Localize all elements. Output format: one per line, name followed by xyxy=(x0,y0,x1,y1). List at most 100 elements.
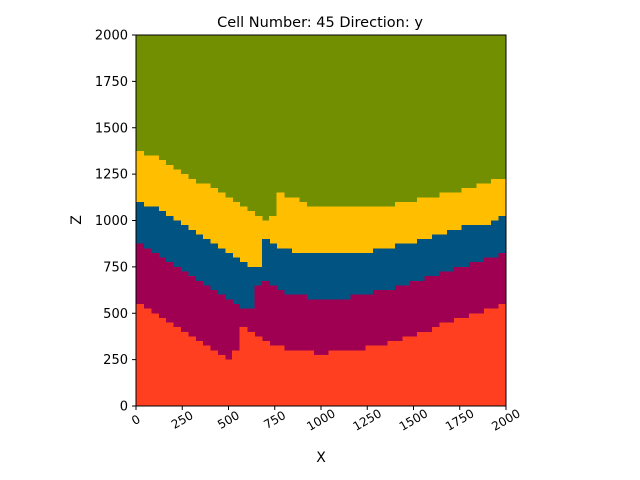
cell-unit-4 xyxy=(306,299,315,351)
cell-unit-basement xyxy=(439,322,448,407)
cell-unit-4 xyxy=(446,271,455,324)
cell-unit-top xyxy=(180,35,189,175)
cell-unit-2 xyxy=(446,192,455,231)
cell-unit-top xyxy=(165,35,174,166)
cell-unit-top xyxy=(210,35,218,189)
cell-unit-top xyxy=(432,35,440,198)
cell-unit-top xyxy=(143,35,152,157)
cell-unit-3 xyxy=(380,248,389,291)
cell-unit-basement xyxy=(173,327,181,407)
cell-unit-2 xyxy=(298,201,307,254)
x-tick-label: 1750 xyxy=(443,406,476,433)
cell-unit-top xyxy=(402,35,411,203)
cell-unit-4 xyxy=(195,280,204,342)
cell-unit-4 xyxy=(261,280,270,342)
cell-unit-2 xyxy=(269,215,278,245)
cell-unit-basement xyxy=(269,345,278,407)
cell-unit-top xyxy=(491,35,500,180)
cell-unit-4 xyxy=(380,290,389,347)
cell-unit-basement xyxy=(424,331,433,407)
cell-unit-basement xyxy=(358,350,366,407)
cell-unit-top xyxy=(136,35,144,152)
cell-unit-top xyxy=(424,35,433,198)
cell-unit-2 xyxy=(372,206,381,249)
cell-unit-basement xyxy=(365,345,374,407)
cell-unit-3 xyxy=(424,239,433,277)
cell-unit-4 xyxy=(469,262,477,314)
cell-unit-basement xyxy=(328,350,337,407)
y-tick-label: 1000 xyxy=(95,214,128,229)
cell-unit-3 xyxy=(158,211,167,259)
cell-unit-3 xyxy=(409,243,418,282)
cell-unit-basement xyxy=(409,336,418,407)
cell-unit-basement xyxy=(239,327,248,407)
cell-unit-4 xyxy=(432,276,440,328)
cell-unit-3 xyxy=(439,234,448,273)
cell-unit-basement xyxy=(321,354,329,407)
x-axis: 0 250 500 750 1000 1250 1500 1750 2000 xyxy=(129,406,523,434)
cell-unit-basement xyxy=(224,359,233,407)
cell-unit-basement xyxy=(313,354,322,407)
cell-unit-4 xyxy=(491,257,500,310)
cell-unit-basement xyxy=(284,350,292,407)
y-tick-label: 750 xyxy=(103,260,128,275)
cell-unit-3 xyxy=(173,220,181,268)
cell-unit-top xyxy=(254,35,263,217)
cell-unit-basement xyxy=(306,350,315,407)
y-tick-label: 1500 xyxy=(95,121,128,136)
cell-unit-3 xyxy=(417,239,426,282)
cell-unit-4 xyxy=(313,299,322,356)
cell-unit-3 xyxy=(165,215,174,263)
cell-unit-4 xyxy=(402,285,411,338)
cell-unit-basement xyxy=(180,331,189,407)
cell-unit-2 xyxy=(424,197,433,240)
cell-unit-top xyxy=(284,35,292,198)
cell-unit-2 xyxy=(365,206,374,254)
layer-unit-basement xyxy=(136,303,507,407)
cell-unit-3 xyxy=(187,229,196,277)
cell-unit-basement xyxy=(350,350,359,407)
cell-unit-4 xyxy=(187,276,196,338)
cell-unit-basement xyxy=(202,345,211,407)
cell-unit-4 xyxy=(343,299,352,351)
cell-unit-3 xyxy=(321,252,329,300)
cell-unit-2 xyxy=(409,201,418,245)
cell-unit-4 xyxy=(395,285,403,342)
cell-unit-basement xyxy=(432,327,440,407)
cell-unit-2 xyxy=(202,183,211,240)
cell-unit-3 xyxy=(476,225,485,263)
layer-unit-3 xyxy=(136,201,507,310)
cell-unit-basement xyxy=(187,336,196,407)
cell-unit-3 xyxy=(150,206,159,254)
cell-unit-2 xyxy=(247,211,255,268)
cell-unit-3 xyxy=(291,252,300,296)
cell-unit-2 xyxy=(350,206,359,254)
x-tick-label: 1000 xyxy=(304,406,337,433)
cell-unit-top xyxy=(461,35,470,189)
cell-unit-3 xyxy=(446,229,455,273)
cell-unit-2 xyxy=(239,206,248,263)
cell-unit-2 xyxy=(150,155,159,208)
cell-unit-top xyxy=(454,35,463,194)
cell-unit-4 xyxy=(328,299,337,351)
cell-unit-basement xyxy=(402,336,411,407)
cell-unit-3 xyxy=(269,243,278,287)
cell-unit-4 xyxy=(358,294,366,351)
cell-unit-2 xyxy=(380,206,389,249)
cell-unit-2 xyxy=(328,206,337,254)
cell-unit-2 xyxy=(224,197,233,254)
cell-unit-4 xyxy=(284,294,292,351)
cell-unit-basement xyxy=(158,317,167,407)
cell-unit-4 xyxy=(476,262,485,314)
cell-unit-4 xyxy=(150,252,159,314)
cell-unit-3 xyxy=(239,262,248,310)
cell-unit-3 xyxy=(284,248,292,296)
cell-unit-2 xyxy=(395,201,403,245)
cell-unit-basement xyxy=(217,354,226,407)
cell-unit-4 xyxy=(409,280,418,338)
cell-unit-top xyxy=(313,35,322,208)
cell-unit-2 xyxy=(417,197,426,240)
cell-unit-top xyxy=(498,35,507,180)
cell-unit-2 xyxy=(469,188,477,226)
y-axis: 0 250 500 750 1000 1250 1500 1750 2000 xyxy=(95,29,136,415)
